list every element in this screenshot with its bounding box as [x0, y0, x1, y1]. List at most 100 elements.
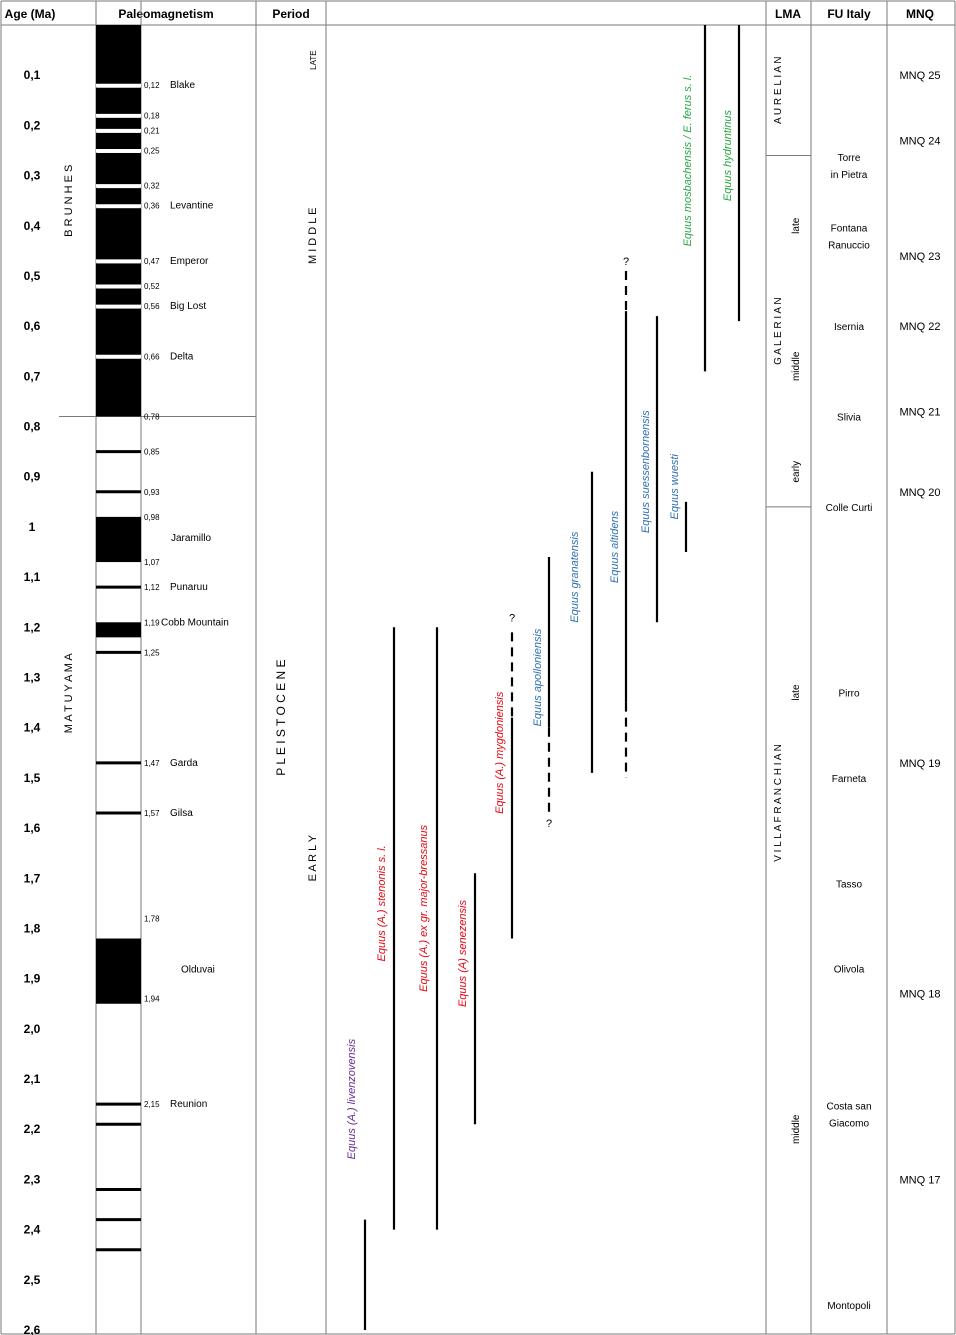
age-tick-label: 1: [29, 520, 36, 534]
polarity-age-label: 1,25: [144, 648, 160, 657]
faunal-unit-label: Giacomo: [829, 1119, 869, 1130]
lma-name: V I L L A F R A N C H I A N: [773, 744, 784, 862]
mnq-zone-label: MNQ 21: [900, 406, 941, 418]
polarity-age-label: 0,85: [144, 448, 160, 457]
age-tick-label: 1,8: [24, 921, 41, 935]
polarity-age-label: 1,47: [144, 759, 160, 768]
age-tick-label: 1,5: [24, 771, 41, 785]
age-tick-label: 1,7: [24, 871, 41, 885]
polarity-event-label: Blake: [170, 80, 195, 91]
faunal-unit-label: Costa san: [826, 1102, 871, 1113]
faunal-unit-label: Torre: [838, 153, 861, 164]
polarity-age-label: 1,19: [144, 618, 160, 627]
age-tick-label: 0,1: [24, 68, 41, 82]
polarity-age-label: 2,15: [144, 1100, 160, 1109]
faunal-unit-label: Olivola: [834, 965, 865, 976]
polarity-age-label: 0,25: [144, 146, 160, 155]
normal-polarity-block: [96, 622, 141, 638]
polarity-age-label: 0,93: [144, 488, 160, 497]
period-subdivision-label: LATE: [309, 50, 318, 69]
age-tick-label: 1,2: [24, 620, 41, 634]
polarity-age-label: 1,12: [144, 583, 160, 592]
normal-polarity-block: [96, 188, 141, 206]
age-tick-label: 0,4: [24, 219, 41, 233]
species-name-label: Equus hydruntinus: [722, 109, 734, 201]
polarity-age-label: 0,98: [144, 513, 160, 522]
mnq-zone-label: MNQ 25: [900, 70, 941, 82]
normal-polarity-block: [96, 938, 141, 1004]
header-fu-italy: FU Italy: [827, 7, 871, 21]
mnq-zone-label: MNQ 19: [900, 758, 941, 770]
mnq-zone-label: MNQ 24: [900, 135, 941, 147]
species-name-label: Equus altidens: [609, 510, 621, 583]
polarity-event-label: Jaramillo: [171, 533, 211, 544]
species-name-label: Equus (A.) ex gr. major-bressanus: [418, 824, 430, 991]
normal-polarity-block: [96, 25, 141, 86]
species-name-label: Equus mosbachensis / E. ferus s. l.: [682, 75, 694, 247]
chron-name: M A T U Y A M A: [63, 653, 75, 734]
polarity-event-label: Gilsa: [170, 808, 193, 819]
header-lma: LMA: [775, 7, 801, 21]
faunal-unit-label: Slivia: [837, 413, 861, 424]
normal-polarity-block: [96, 132, 141, 151]
age-tick-label: 1,3: [24, 671, 41, 685]
species-name-label: Equus (A.) mygdoniensis: [494, 691, 506, 814]
faunal-unit-label: in Pietra: [831, 170, 868, 181]
period-subdivision-label: E A R L Y: [307, 834, 319, 881]
normal-polarity-block: [96, 516, 141, 563]
polarity-age-label: 1,07: [144, 558, 160, 567]
age-tick-label: 0,7: [24, 369, 41, 383]
chron-name: B R U N H E S: [63, 165, 75, 237]
uncertainty-mark: ?: [546, 818, 552, 830]
polarity-event-label: Levantine: [170, 201, 214, 212]
normal-polarity-block: [96, 117, 141, 131]
species-name-label: Equus granatensis: [569, 531, 581, 623]
polarity-event-label: Garda: [170, 758, 198, 769]
age-tick-label: 0,8: [24, 420, 41, 434]
polarity-age-label: 0,56: [144, 302, 160, 311]
species-name-label: Equus wuesti: [669, 454, 681, 520]
polarity-age-label: 0,32: [144, 182, 160, 191]
polarity-age-label: 1,57: [144, 809, 160, 818]
faunal-unit-label: Fontana: [831, 223, 868, 234]
faunal-unit-label: Montopoli: [827, 1301, 870, 1312]
header-paleomagnetism: Paleomagnetism: [118, 7, 213, 21]
faunal-unit-label: Colle Curti: [826, 503, 873, 514]
age-tick-label: 1,4: [24, 721, 41, 735]
uncertainty-mark: ?: [623, 256, 629, 268]
polarity-age-label: 1,78: [144, 914, 160, 923]
polarity-age-label: 0,78: [144, 413, 160, 422]
species-name-label: Equus apolloniensis: [532, 628, 544, 726]
lma-subdivision-label: late: [791, 684, 802, 701]
polarity-event-label: Reunion: [170, 1099, 207, 1110]
header-mnq: MNQ: [906, 7, 934, 21]
faunal-unit-label: Ranuccio: [828, 240, 870, 251]
species-name-label: Equus (A.) livenzovensis: [346, 1038, 358, 1159]
mnq-zone-label: MNQ 23: [900, 251, 941, 263]
age-tick-label: 2,4: [24, 1223, 41, 1237]
age-tick-label: 1,9: [24, 972, 41, 986]
age-tick-label: 2,1: [24, 1072, 41, 1086]
normal-polarity-block: [96, 308, 141, 357]
age-tick-label: 2,6: [24, 1323, 41, 1335]
lma-name: G A L E R I A N: [773, 297, 784, 364]
normal-polarity-block: [96, 152, 141, 186]
normal-polarity-block: [96, 208, 141, 261]
polarity-event-label: Emperor: [170, 256, 209, 267]
period-subdivision-label: M I D D L E: [307, 208, 319, 264]
mnq-zone-label: MNQ 20: [900, 487, 941, 499]
lma-name: A U R E L I A N: [773, 57, 784, 124]
epoch-label: P L E I S T O C E N E: [274, 660, 288, 776]
polarity-age-label: 0,12: [144, 81, 160, 90]
lma-subdivision-label: late: [791, 217, 802, 234]
age-tick-label: 0,6: [24, 319, 41, 333]
header-period: Period: [272, 7, 309, 21]
polarity-event-label: Olduvai: [181, 965, 215, 976]
lma-subdivision-label: middle: [791, 351, 802, 381]
age-tick-label: 0,2: [24, 118, 41, 132]
polarity-age-label: 0,21: [144, 126, 160, 135]
polarity-age-label: 0,47: [144, 257, 160, 266]
polarity-event-label: Big Lost: [170, 301, 206, 312]
species-name-label: Equus suessenbornensis: [640, 410, 652, 533]
